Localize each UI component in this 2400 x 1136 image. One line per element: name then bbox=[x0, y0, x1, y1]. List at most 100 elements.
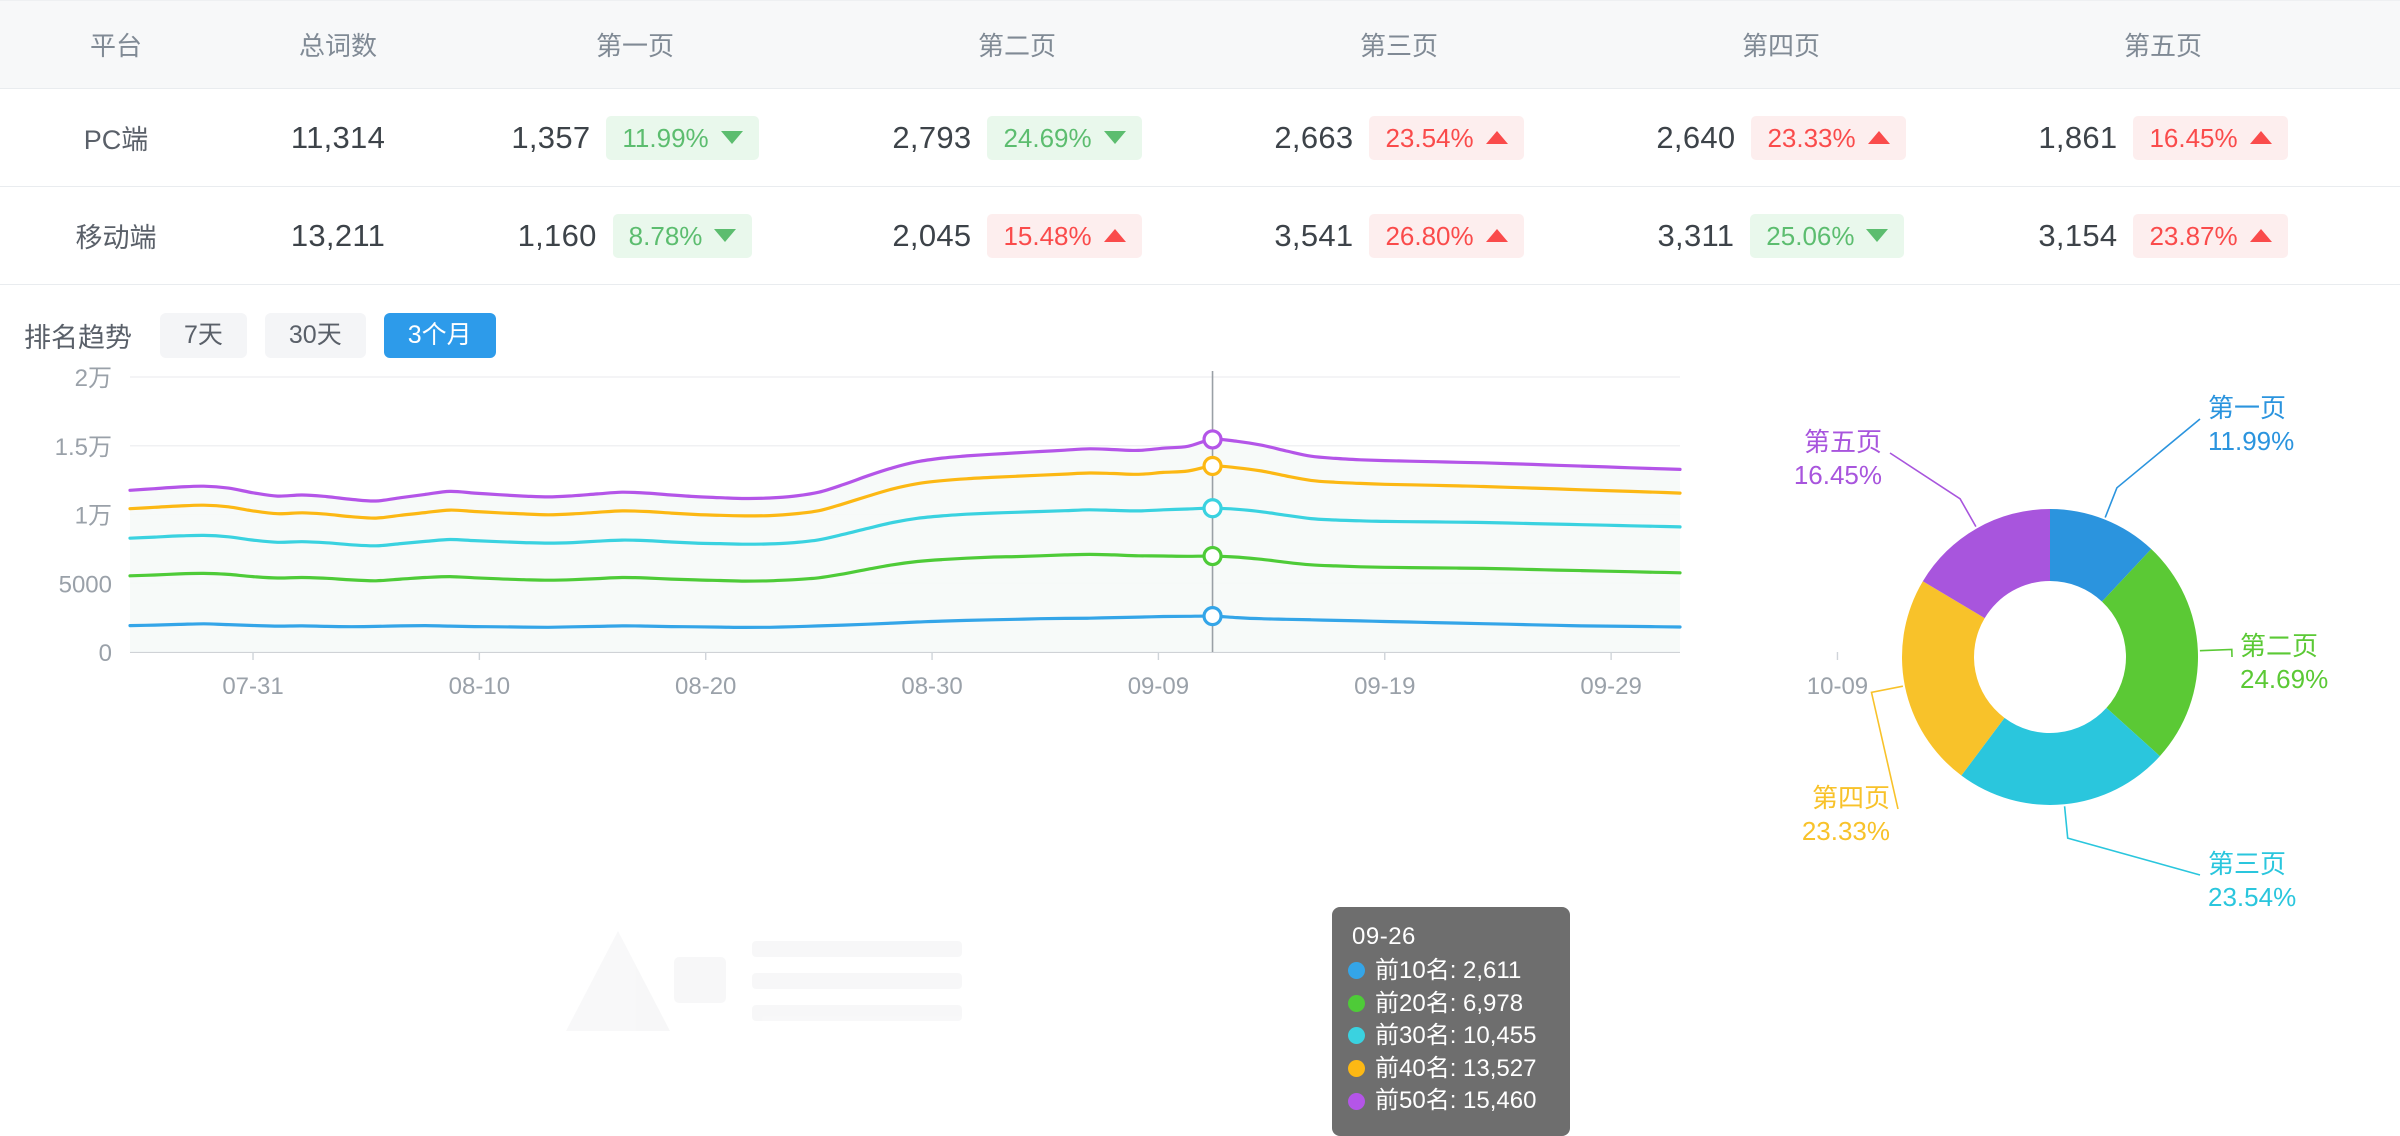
line-series-3 bbox=[128, 464, 1682, 520]
page-2-group-0: 2,793 24.69% bbox=[827, 115, 1207, 160]
trend-title: 排名趋势 bbox=[24, 322, 132, 353]
highlight-marker-0 bbox=[1202, 605, 1223, 627]
cell-page-1: 1,160 8.78% bbox=[444, 187, 826, 285]
page-2-pct-badge-1: 15.48% bbox=[987, 213, 1142, 258]
page-4-group-1: 3,311 25.06% bbox=[1591, 213, 1971, 258]
page-1-group-0: 1,357 11.99% bbox=[445, 115, 825, 160]
donut-label-value-3: 23.33% bbox=[1802, 816, 1890, 846]
donut-slice-0[interactable] bbox=[2050, 509, 2152, 602]
triangle-down-icon bbox=[720, 131, 743, 144]
page-5-group-0: 1,861 16.45% bbox=[1973, 115, 2353, 160]
rank-trend-line-chart[interactable]: 0 5000 1万 1.5万 2万 07-31 08-10 08-20 08-30 09-09 09… bbox=[0, 357, 1869, 1136]
th-page-2: 第二页 bbox=[826, 0, 1208, 89]
y-axis-tick: 2万 bbox=[75, 365, 112, 392]
th-page-4: 第四页 bbox=[1590, 0, 1972, 89]
trend-toolbar: 排名趋势 7天 30天 3个月 bbox=[0, 285, 2400, 358]
tooltip-item: 前30名: 10,455 bbox=[1348, 1022, 1554, 1050]
donut-leader-line-1 bbox=[2199, 648, 2233, 658]
series-color-dot-icon bbox=[1348, 1060, 1365, 1078]
x-axis-tick: 08-10 bbox=[449, 673, 510, 700]
triangle-down-icon bbox=[714, 229, 737, 242]
triangle-up-icon bbox=[1103, 229, 1126, 242]
page-1-count-0: 1,357 bbox=[511, 119, 591, 155]
donut-slice-3[interactable] bbox=[1902, 581, 2005, 776]
donut-leader-line-0 bbox=[2104, 418, 2201, 518]
chart-tooltip: 09-26 前10名: 2,611 前20名: 6,978 前30名: 10,455… bbox=[1332, 907, 1570, 1136]
table-header-row: 平台 总词数 第一页 第二页 第三页 第四页 第五页 bbox=[0, 0, 2400, 89]
x-axis-tick: 09-29 bbox=[1580, 673, 1641, 700]
page-5-pct-badge-1: 23.87% bbox=[2133, 213, 2288, 258]
page-2-group-1: 2,045 15.48% bbox=[827, 213, 1207, 258]
cell-page-1: 1,357 11.99% bbox=[444, 89, 826, 187]
line-series-2 bbox=[128, 506, 1682, 548]
line-chart-svg[interactable]: 0 5000 1万 1.5万 2万 07-31 08-10 08-20 08-30 09-09 09… bbox=[0, 357, 1869, 957]
tooltip-item-label: 前20名: 6,978 bbox=[1375, 989, 1524, 1017]
donut-label-name-4: 第五页 bbox=[1804, 427, 1882, 457]
line-series-4 bbox=[128, 437, 1682, 503]
cell-page-3: 3,541 26.80% bbox=[1208, 187, 1590, 285]
donut-chart-svg[interactable]: 第一页11.99%第二页24.69%第三页23.54%第四页23.33%第五页1… bbox=[1700, 357, 2400, 957]
triangle-up-icon bbox=[1485, 229, 1508, 242]
y-axis-tick: 1.5万 bbox=[55, 434, 112, 461]
cell-page-4: 2,640 23.33% bbox=[1590, 89, 1972, 187]
trend-tab-3m[interactable]: 3个月 bbox=[383, 312, 496, 358]
donut-slice-1[interactable] bbox=[2101, 549, 2198, 757]
tooltip-item-label: 前10名: 2,611 bbox=[1375, 957, 1522, 984]
donut-label-name-0: 第一页 bbox=[2208, 393, 2286, 423]
highlight-marker-3 bbox=[1202, 455, 1223, 477]
page-4-pct-0: 23.33% bbox=[1767, 122, 1856, 153]
trend-tab-7d[interactable]: 7天 bbox=[160, 312, 247, 358]
donut-label-name-1: 第二页 bbox=[2240, 631, 2318, 661]
y-axis-tick: 0 bbox=[99, 640, 112, 667]
page-5-pct-badge-0: 16.45% bbox=[2133, 115, 2288, 160]
cell-platform: PC端 bbox=[0, 89, 232, 187]
donut-slice-2[interactable] bbox=[1961, 707, 2160, 805]
charts-area: 0 5000 1万 1.5万 2万 07-31 08-10 08-20 08-30 09-09 09… bbox=[0, 357, 2400, 1136]
cell-total-keywords: 11,314 bbox=[232, 89, 444, 187]
page-3-group-1: 3,541 26.80% bbox=[1209, 213, 1589, 258]
cell-page-2: 2,045 15.48% bbox=[826, 187, 1208, 285]
th-actions bbox=[2354, 0, 2400, 89]
page-1-pct-badge-1: 8.78% bbox=[612, 213, 753, 258]
page-1-pct-1: 8.78% bbox=[628, 220, 703, 251]
triangle-up-icon bbox=[1485, 131, 1508, 144]
th-page-1: 第一页 bbox=[444, 0, 826, 89]
page-5-count-1: 3,154 bbox=[2038, 217, 2118, 253]
page-5-group-1: 3,154 23.87% bbox=[1973, 213, 2353, 258]
tooltip-item-label: 前30名: 10,455 bbox=[1375, 1022, 1537, 1050]
highlight-marker-2 bbox=[1202, 498, 1223, 519]
tooltip-item: 前50名: 15,460 bbox=[1348, 1087, 1554, 1115]
page-1-pct-badge-0: 11.99% bbox=[606, 115, 759, 160]
page-2-pct-badge-0: 24.69% bbox=[987, 115, 1142, 160]
tooltip-item: 前10名: 2,611 bbox=[1348, 957, 1554, 985]
page-4-pct-badge-1: 25.06% bbox=[1750, 213, 1905, 258]
page-3-pct-0: 23.54% bbox=[1385, 122, 1474, 153]
page-1-group-1: 1,160 8.78% bbox=[445, 213, 825, 258]
page-4-pct-badge-0: 23.33% bbox=[1751, 115, 1906, 160]
page-2-pct-1: 15.48% bbox=[1003, 220, 1092, 251]
page-distribution-donut-chart[interactable]: 第一页 11.99% 第二页 24.69% 第三页 23.54% 第四页 23.33% 第五页 1… bbox=[1700, 357, 2400, 957]
donut-slice-4[interactable] bbox=[1922, 509, 2050, 619]
row-action-group-0 bbox=[2355, 112, 2400, 164]
page-1-count-1: 1,160 bbox=[517, 217, 597, 253]
trend-tab-30d[interactable]: 30天 bbox=[264, 312, 366, 358]
donut-label-value-4: 16.45% bbox=[1794, 460, 1882, 490]
tooltip-item-label: 前50名: 15,460 bbox=[1375, 1087, 1537, 1115]
cell-page-5: 3,154 23.87% bbox=[1972, 187, 2354, 285]
page-5-pct-0: 16.45% bbox=[2149, 122, 2238, 153]
page-3-group-0: 2,663 23.54% bbox=[1209, 115, 1589, 160]
th-platform: 平台 bbox=[0, 0, 232, 89]
triangle-up-icon bbox=[2249, 131, 2272, 144]
donut-leader-line-2 bbox=[2063, 806, 2201, 876]
x-axis-tick: 09-19 bbox=[1354, 673, 1415, 700]
highlight-marker-1 bbox=[1202, 545, 1223, 567]
donut-leader-line-3 bbox=[1870, 685, 1904, 810]
platform-label-1: 移动端 bbox=[75, 223, 157, 253]
table-row[interactable]: 移动端 13,211 1,160 8.78% 2,045 15.48% 3,541 26.80… bbox=[0, 186, 2400, 285]
y-axis-tick: 5000 bbox=[59, 571, 112, 598]
th-page-5: 第五页 bbox=[1972, 0, 2354, 89]
triangle-down-icon bbox=[1866, 229, 1889, 242]
table-row[interactable]: PC端 11,314 1,357 11.99% 2,793 24.69% 2,663 23.5… bbox=[0, 88, 2400, 187]
donut-label-name-3: 第四页 bbox=[1812, 783, 1890, 813]
tooltip-item: 前40名: 13,527 bbox=[1348, 1055, 1554, 1083]
